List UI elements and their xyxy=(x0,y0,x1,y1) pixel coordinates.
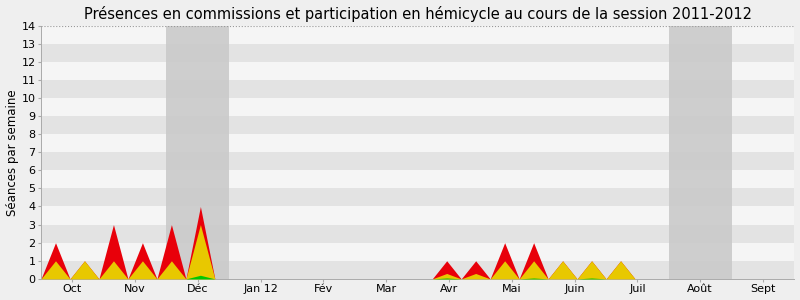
Bar xyxy=(41,44,794,62)
Bar xyxy=(41,152,794,170)
Bar xyxy=(41,134,794,152)
Bar xyxy=(41,98,794,116)
Bar xyxy=(166,26,230,279)
Bar xyxy=(41,188,794,206)
Bar xyxy=(669,26,731,279)
Bar xyxy=(41,243,794,261)
Title: Présences en commissions et participation en hémicycle au cours de la session 20: Présences en commissions et participatio… xyxy=(84,6,752,22)
Bar xyxy=(41,116,794,134)
Bar xyxy=(41,62,794,80)
Bar xyxy=(41,80,794,98)
Bar xyxy=(41,206,794,225)
Y-axis label: Séances par semaine: Séances par semaine xyxy=(6,89,18,215)
Bar xyxy=(41,225,794,243)
Bar xyxy=(41,170,794,188)
Bar xyxy=(41,26,794,44)
Bar xyxy=(41,261,794,279)
